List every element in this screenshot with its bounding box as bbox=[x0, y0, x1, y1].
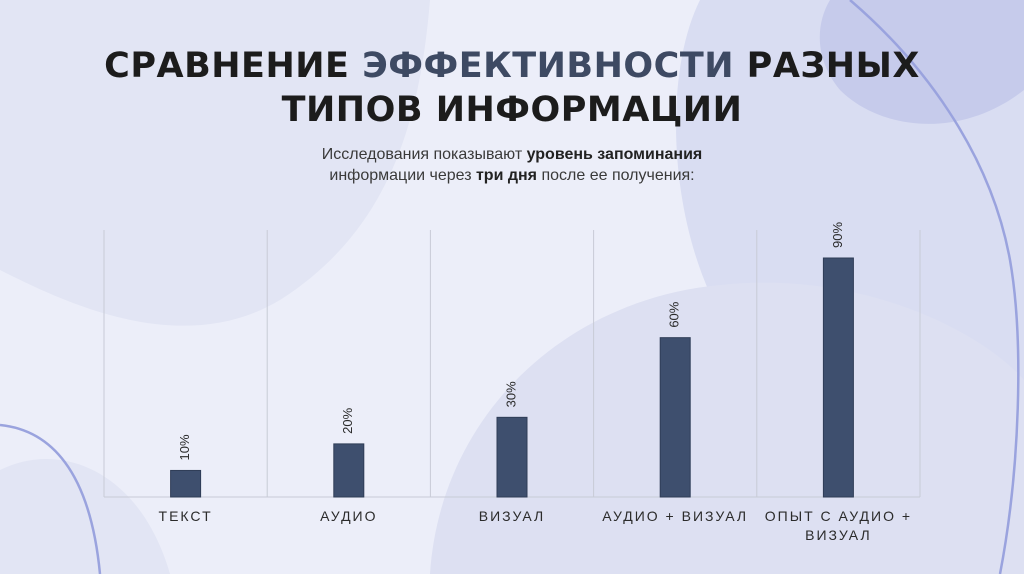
data-label: 10% bbox=[177, 434, 192, 460]
category-label: ТЕКСТ bbox=[158, 508, 213, 524]
title-part-1: СРАВНЕНИЕ bbox=[104, 46, 363, 86]
subtitle-bold-1: уровень запоминания bbox=[526, 146, 703, 163]
data-label: 30% bbox=[503, 381, 518, 407]
data-label: 90% bbox=[830, 222, 845, 248]
title-part-2: РАЗНЫХ bbox=[734, 46, 920, 86]
data-label: 60% bbox=[667, 301, 682, 327]
subtitle-part-3: после ее получения: bbox=[537, 167, 695, 184]
bar bbox=[822, 257, 854, 498]
subtitle-part-1: Исследования показывают bbox=[321, 146, 527, 163]
bar bbox=[170, 469, 202, 498]
data-label: 20% bbox=[340, 407, 355, 433]
title-accent: ЭФФЕКТИВНОСТИ bbox=[362, 46, 734, 86]
category-label: ВИЗУАЛ bbox=[478, 508, 546, 524]
subtitle: Исследования показывают уровень запомина… bbox=[0, 144, 1024, 186]
bar bbox=[333, 443, 365, 498]
bar bbox=[659, 337, 691, 498]
subtitle-bold-2: три дня bbox=[475, 167, 538, 184]
category-label: ОПЫТ С АУДИО + ВИЗУАЛ bbox=[764, 508, 913, 543]
subtitle-part-2: информации через bbox=[329, 167, 476, 184]
bar bbox=[496, 416, 528, 498]
category-label: АУДИО + ВИЗУАЛ bbox=[602, 508, 749, 524]
title-line-2: ТИПОВ ИНФОРМАЦИИ bbox=[281, 90, 743, 130]
page-title: СРАВНЕНИЕ ЭФФЕКТИВНОСТИ РАЗНЫХ ТИПОВ ИНФ… bbox=[0, 44, 1024, 132]
category-label: АУДИО bbox=[320, 508, 378, 524]
